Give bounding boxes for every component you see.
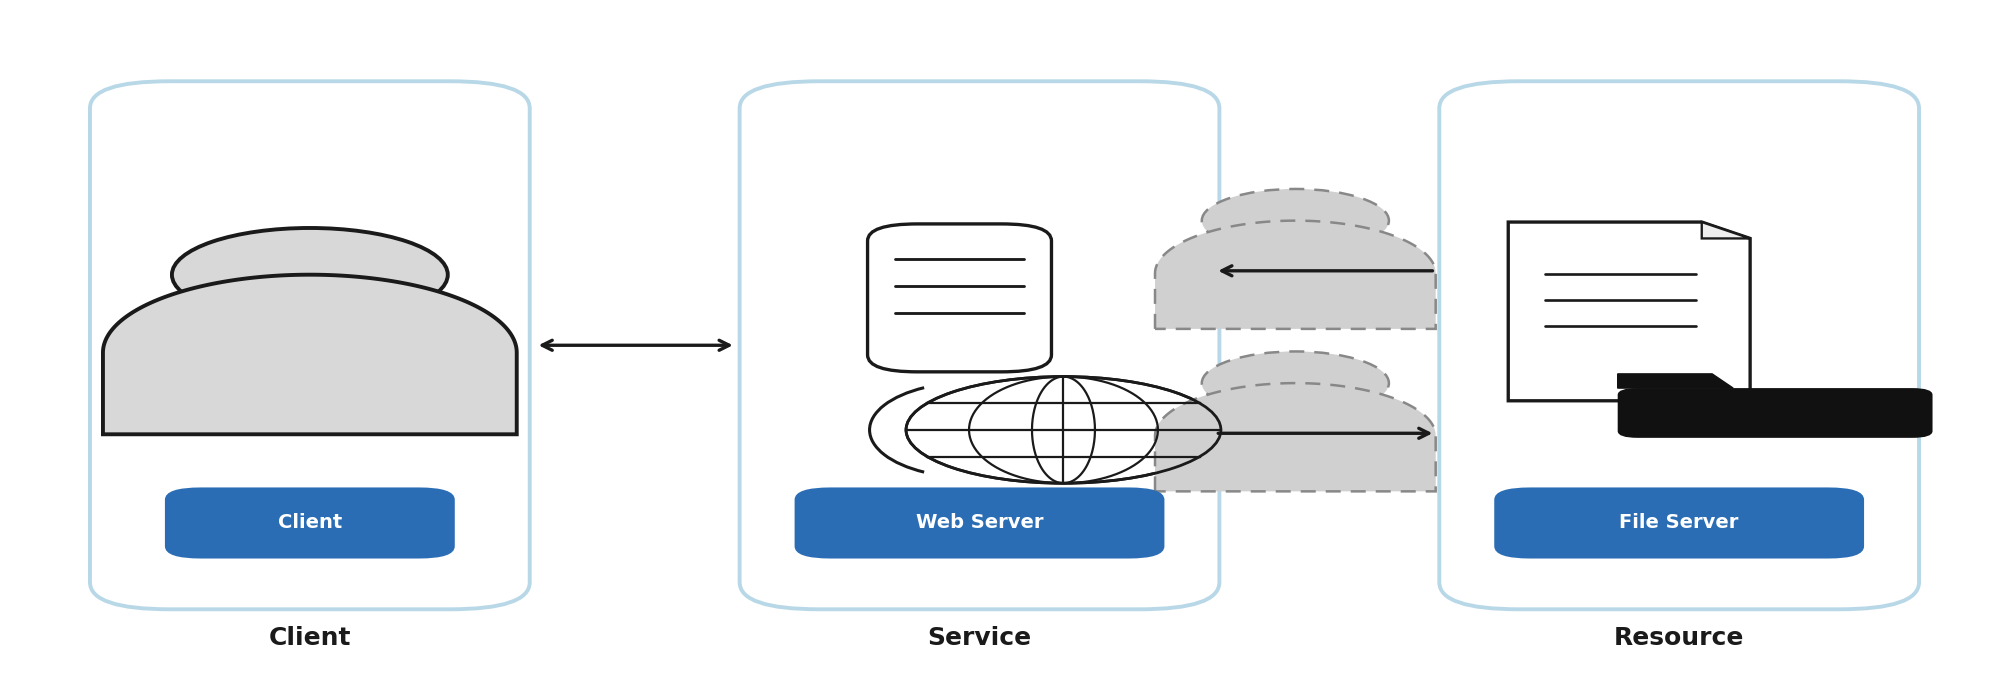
Circle shape: [1201, 351, 1389, 415]
Polygon shape: [1155, 383, 1435, 492]
FancyBboxPatch shape: [164, 487, 454, 559]
Text: Resource: Resource: [1612, 626, 1744, 650]
FancyBboxPatch shape: [1616, 388, 1932, 438]
Polygon shape: [104, 275, 515, 435]
Circle shape: [905, 376, 1221, 483]
FancyBboxPatch shape: [739, 81, 1219, 609]
Text: Web Server: Web Server: [915, 513, 1043, 533]
Text: File Server: File Server: [1618, 513, 1738, 533]
Polygon shape: [1506, 222, 1748, 401]
Polygon shape: [1700, 222, 1748, 238]
FancyBboxPatch shape: [867, 224, 1051, 372]
Polygon shape: [1155, 221, 1435, 329]
Polygon shape: [1616, 374, 1732, 388]
FancyBboxPatch shape: [1493, 487, 1862, 559]
Text: Client: Client: [278, 513, 342, 533]
Text: Client: Client: [268, 626, 352, 650]
FancyBboxPatch shape: [793, 487, 1163, 559]
Text: Service: Service: [927, 626, 1031, 650]
Circle shape: [1201, 189, 1389, 253]
FancyBboxPatch shape: [90, 81, 529, 609]
FancyBboxPatch shape: [1439, 81, 1918, 609]
Circle shape: [172, 228, 448, 322]
